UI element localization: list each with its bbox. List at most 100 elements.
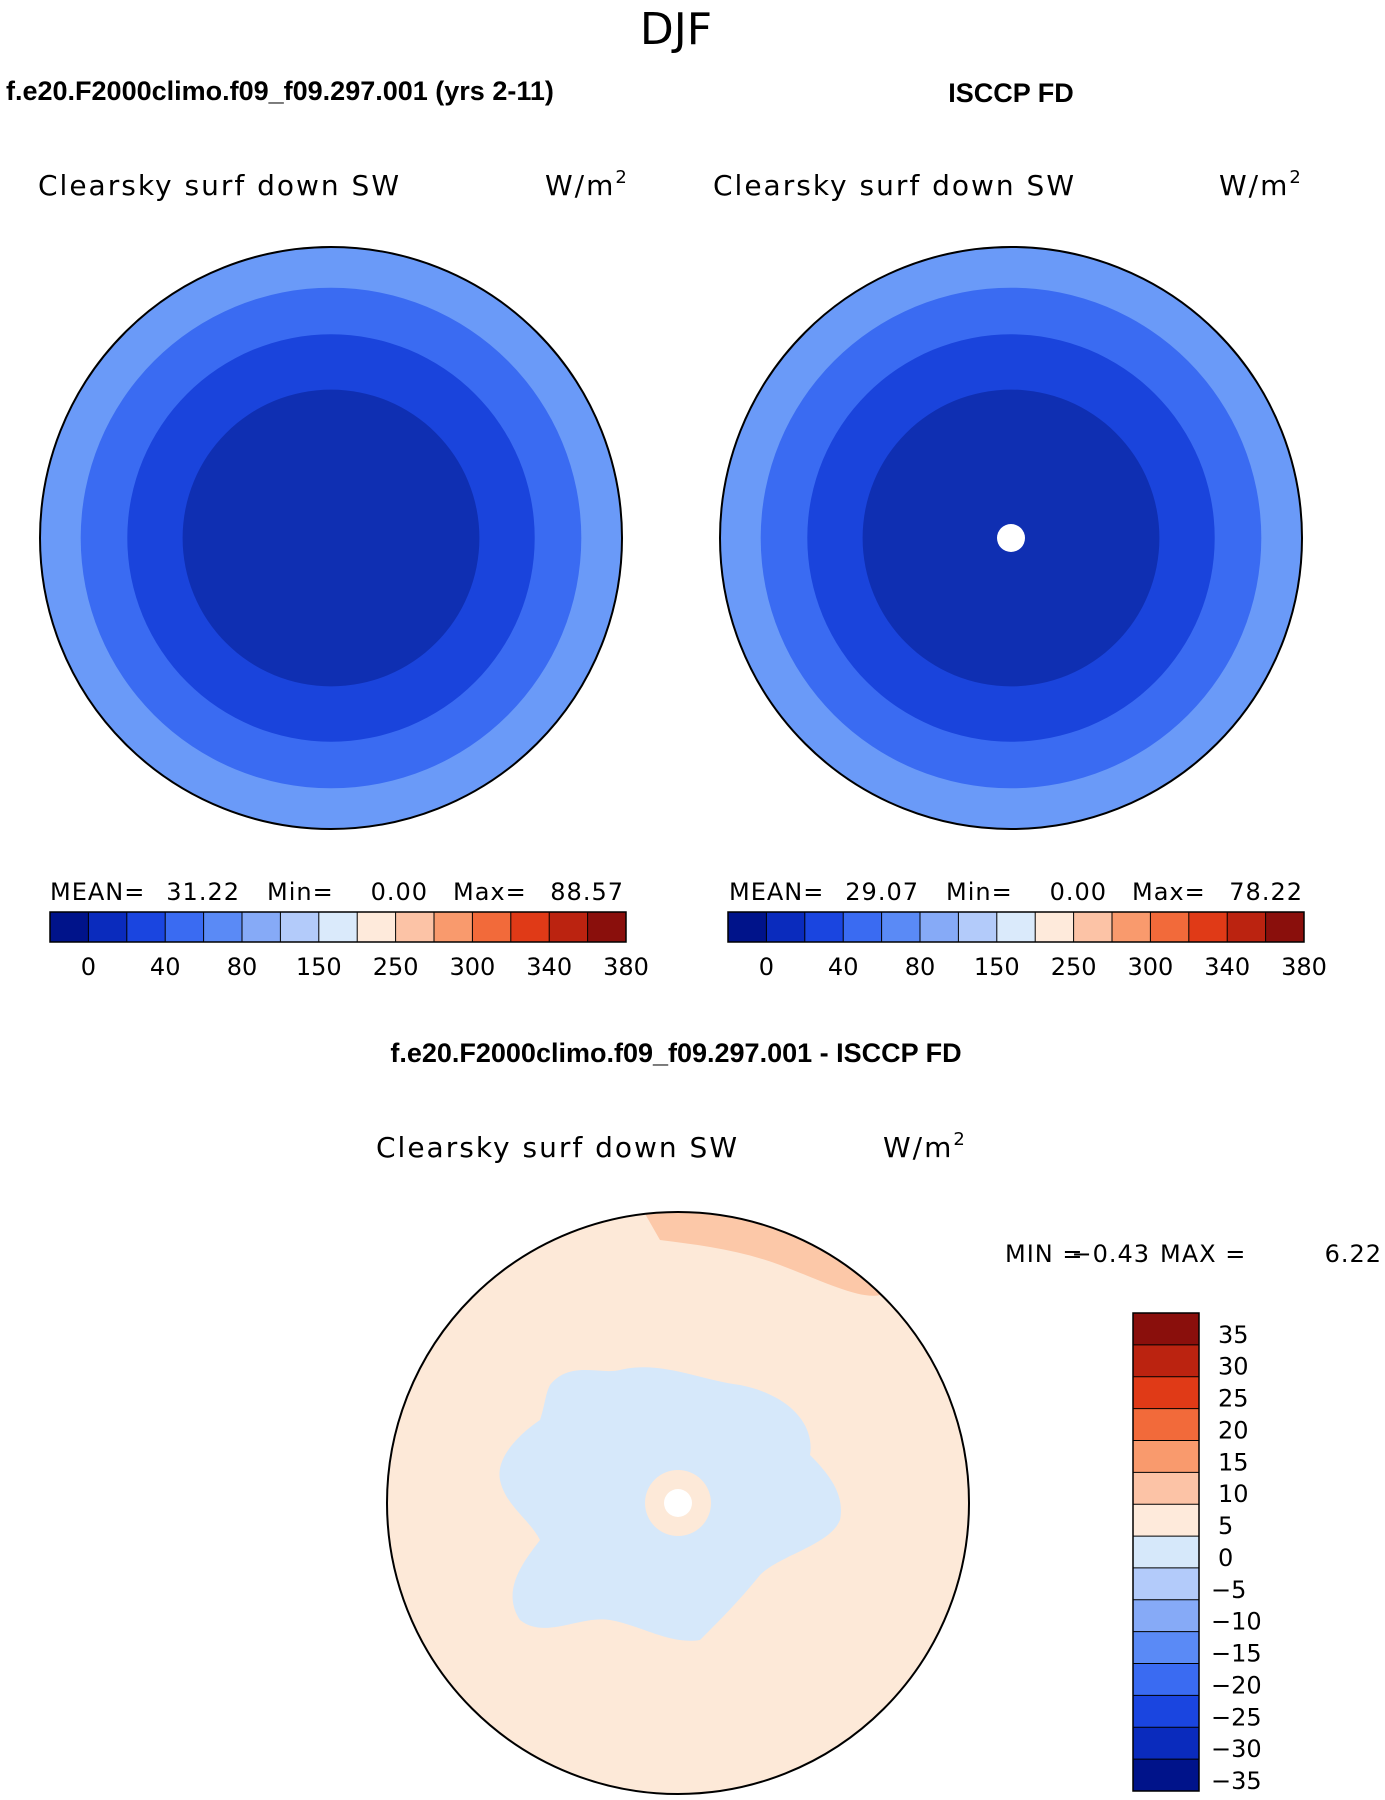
- panel-c-colorbar-tick-label: −25: [1211, 1703, 1262, 1731]
- panel-c-positive-region: [640, 1212, 880, 1296]
- panel-c-colorbar-swatch: [1133, 1663, 1199, 1696]
- panel-c-colorbar-swatch: [1133, 1695, 1199, 1728]
- panel-b-max-value: 78.22: [1229, 878, 1303, 906]
- panel-c-colorbar-tick-label: −35: [1211, 1767, 1262, 1795]
- panel-c-colorbar-swatch: [1133, 1344, 1199, 1378]
- panel-a-colorbar-swatch: [280, 912, 320, 942]
- panel-a-colorbar-frame: [49, 911, 627, 943]
- panel-a-mean-label: MEAN=: [50, 878, 145, 906]
- panel-b-colorbar-swatch: [843, 912, 883, 942]
- panel-a-colorbar-tick-label: 380: [603, 953, 649, 981]
- panel-c-colorbar-tick-label: 35: [1218, 1321, 1249, 1349]
- panel-c-colorbar-tick-label: −30: [1211, 1735, 1262, 1763]
- panel-b-map: [719, 246, 1303, 830]
- panel-a-case-title: f.e20.F2000climo.f09_f09.297.001 (yrs 2-…: [6, 76, 554, 106]
- panel-c-colorbar-swatch: [1133, 1376, 1199, 1410]
- panel-c-colorbar-tick-label: 15: [1218, 1448, 1249, 1476]
- panel-b-max-label: Max=: [1132, 878, 1206, 906]
- panel-c-colorbar-swatch: [1133, 1727, 1199, 1760]
- panel-b-colorbar-swatch: [728, 912, 767, 942]
- panel-b-colorbar-swatch: [920, 912, 959, 942]
- panel-b-colorbar-tick-label: 340: [1204, 953, 1250, 981]
- panel-c-colorbar-tick-label: 30: [1218, 1353, 1249, 1381]
- panel-c-colorbar-swatch: [1133, 1536, 1199, 1569]
- panel-a-colorbar-tick-label: 250: [373, 953, 419, 981]
- panel-b-units: W/m2: [1219, 167, 1303, 202]
- panel-b-min-label: Min=: [946, 878, 1013, 906]
- panel-a-colorbar-swatch: [434, 912, 473, 942]
- panel-a-colorbar-tick-label: 80: [227, 953, 258, 981]
- panel-c-colorbar-swatch: [1133, 1504, 1199, 1537]
- panel-a-colorbar-swatch: [88, 912, 128, 942]
- panel-a-colorbar-tick-label: 300: [449, 953, 495, 981]
- panel-c-max-label: MAX =: [1160, 1240, 1246, 1268]
- panel-b-min-value: 0.00: [1050, 878, 1107, 906]
- panel-c-map: [386, 1211, 970, 1795]
- panel-b-colorbar-swatch: [1112, 912, 1151, 942]
- panel-c-colorbar-tick-label: −5: [1211, 1576, 1246, 1604]
- panel-a-colorbar-swatch: [510, 912, 550, 942]
- panel-b-colorbar-tick-label: 80: [905, 953, 936, 981]
- panel-b-colorbar-swatch: [996, 912, 1036, 942]
- panel-b-colorbar-swatch: [1035, 912, 1075, 942]
- panel-c-colorbar: 35 30 25 20 15 10 5 0 −5 −10 −15 −20 −25 −30 −35: [1132, 1312, 1262, 1795]
- panel-b-missing-pole: [997, 524, 1025, 552]
- panel-a-units: W/m2: [545, 167, 629, 202]
- panel-c-colorbar-tick-label: 20: [1218, 1417, 1249, 1445]
- panel-c-variable: Clearsky surf down SW: [376, 1131, 739, 1164]
- panel-a-colorbar-swatch: [242, 912, 281, 942]
- panel-b-colorbar-swatch: [766, 912, 806, 942]
- panel-c-stats: MIN = −0.43 MAX = 6.22: [1005, 1240, 1382, 1268]
- panel-a-colorbar-swatch: [472, 912, 512, 942]
- panel-b-colorbar-tick-label: 150: [974, 953, 1020, 981]
- panel-b-colorbar-tick-label: 250: [1051, 953, 1097, 981]
- panel-c-colorbar-frame: [1132, 1312, 1200, 1792]
- panel-b-map-boundary: [719, 246, 1303, 830]
- panel-b-colorbar-swatch: [1227, 912, 1267, 942]
- panel-a-colorbar-tick-label: 340: [526, 953, 572, 981]
- panel-b-colorbar-swatch: [1150, 912, 1190, 942]
- panel-a-max-value: 88.57: [550, 878, 624, 906]
- panel-b-colorbar: 0 40 80 150 250 300 340 380: [727, 911, 1327, 981]
- panel-a-max-label: Max=: [453, 878, 527, 906]
- panel-c-colorbar-tick-label: −10: [1211, 1608, 1262, 1636]
- panel-c-colorbar-tick-label: −15: [1211, 1640, 1262, 1668]
- panel-a-colorbar-swatch: [165, 912, 205, 942]
- season-title: DJF: [640, 4, 712, 55]
- panel-a-colorbar-swatch: [357, 912, 397, 942]
- panel-c-case-title: f.e20.F2000climo.f09_f09.297.001 - ISCCP…: [390, 1038, 961, 1068]
- panel-a-colorbar-swatch: [587, 912, 627, 942]
- panel-b-colorbar-tick-label: 380: [1281, 953, 1327, 981]
- panel-c-colorbar-swatch: [1133, 1599, 1199, 1633]
- panel-a-min-value: 0.00: [371, 878, 428, 906]
- panel-b-colorbar-tick-label: 300: [1127, 953, 1173, 981]
- panel-c-colorbar-swatch: [1133, 1567, 1199, 1601]
- panel-b-colorbar-swatch: [881, 912, 921, 942]
- panel-a-colorbar-swatch: [318, 912, 358, 942]
- panel-b-stats: MEAN= 29.07 Min= 0.00 Max= 78.22: [729, 878, 1303, 906]
- panel-c-units: W/m2: [883, 1129, 967, 1164]
- panel-c-colorbar-swatch: [1133, 1408, 1199, 1441]
- panel-c-colorbar-swatch: [1133, 1472, 1199, 1505]
- panel-b-case-title: ISCCP FD: [948, 78, 1074, 108]
- panel-c-colorbar-swatch: [1133, 1759, 1199, 1792]
- panel-c-colorbar-tick-label: 0: [1218, 1544, 1233, 1572]
- panel-a-min-label: Min=: [267, 878, 334, 906]
- panel-c-max-value: 6.22: [1325, 1240, 1382, 1268]
- panel-a-colorbar-swatch: [203, 912, 243, 942]
- panel-c-colorbar-swatch: [1133, 1440, 1199, 1473]
- panel-c-colorbar-tick-label: 25: [1218, 1385, 1249, 1413]
- panel-b-mean-label: MEAN=: [729, 878, 824, 906]
- panel-c-missing-pole: [664, 1489, 692, 1517]
- panel-b-colorbar-tick-label: 0: [759, 953, 774, 981]
- panel-c-colorbar-swatch: [1133, 1631, 1199, 1665]
- panel-b-colorbar-swatch: [1073, 912, 1113, 942]
- panel-b-colorbar-swatch: [804, 912, 844, 942]
- panel-a-map-boundary: [39, 246, 623, 830]
- panel-a-colorbar-swatch: [126, 912, 166, 942]
- panel-c-colorbar-swatch: [1133, 1313, 1199, 1346]
- panel-b-variable: Clearsky surf down SW: [713, 169, 1076, 202]
- panel-c-min-label: MIN =: [1005, 1240, 1083, 1268]
- panel-a-contour-level-0: [182, 389, 480, 687]
- panel-a-variable: Clearsky surf down SW: [38, 169, 401, 202]
